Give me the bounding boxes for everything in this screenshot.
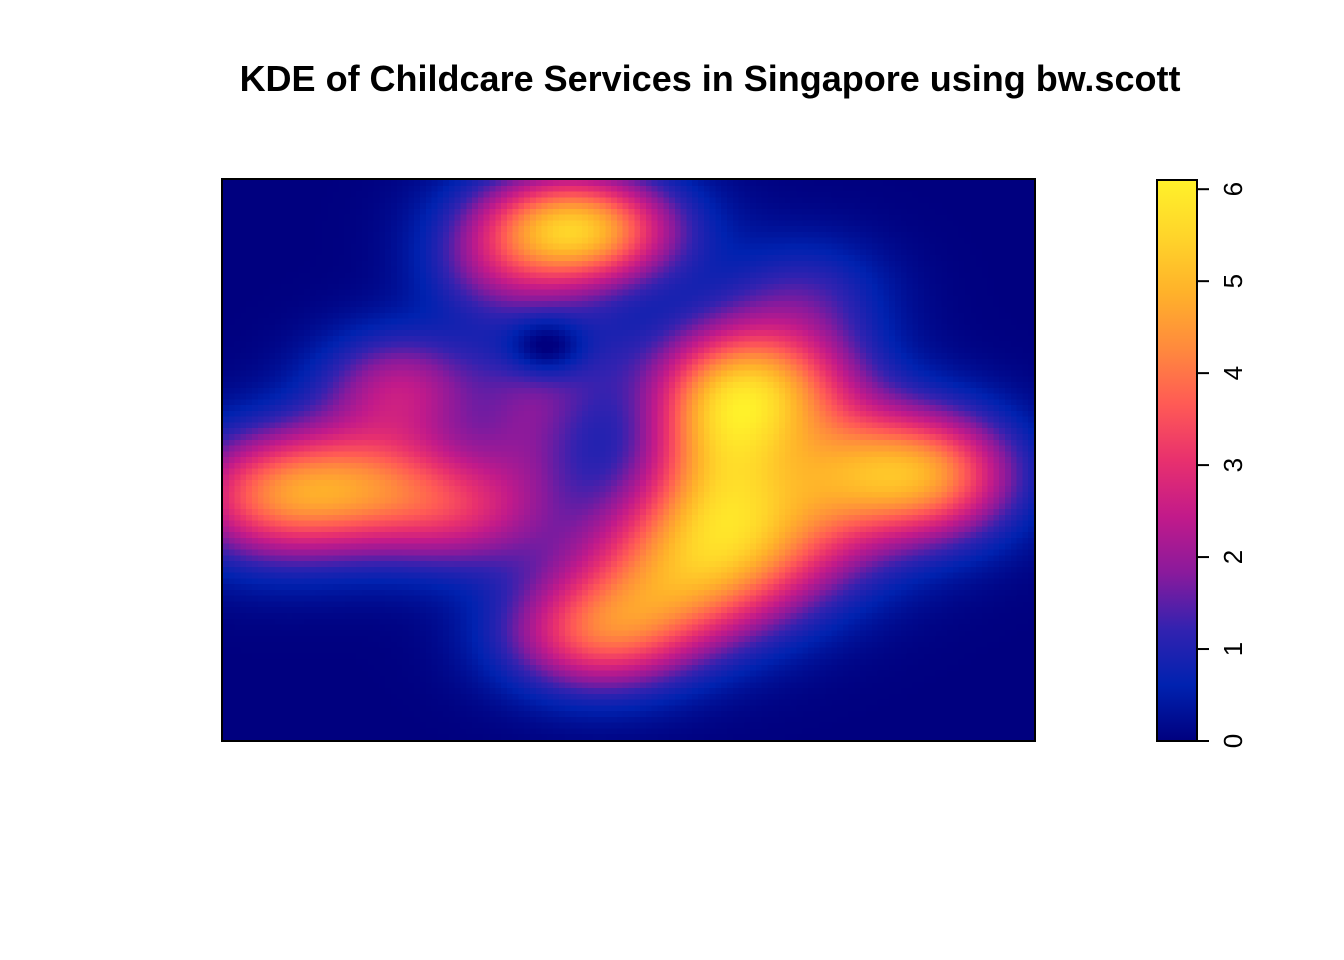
legend-tick-label: 4 [1218, 366, 1248, 380]
legend-tick-label: 3 [1218, 458, 1248, 472]
legend-tick-label: 6 [1218, 182, 1248, 196]
legend-tick-label: 0 [1218, 734, 1248, 748]
plot-area [221, 178, 1036, 742]
legend-tick-label: 1 [1218, 642, 1248, 656]
chart-title: KDE of Childcare Services in Singapore u… [239, 58, 1181, 99]
legend-color-bar [1156, 179, 1198, 742]
color-legend: 0 1 2 3 4 5 6 [1156, 179, 1248, 748]
legend-ticks: 0 1 2 3 4 5 6 [1197, 182, 1248, 748]
legend-tick-label: 2 [1218, 550, 1248, 564]
legend-tick-label: 5 [1218, 274, 1248, 288]
density-heatmap [223, 180, 1034, 740]
